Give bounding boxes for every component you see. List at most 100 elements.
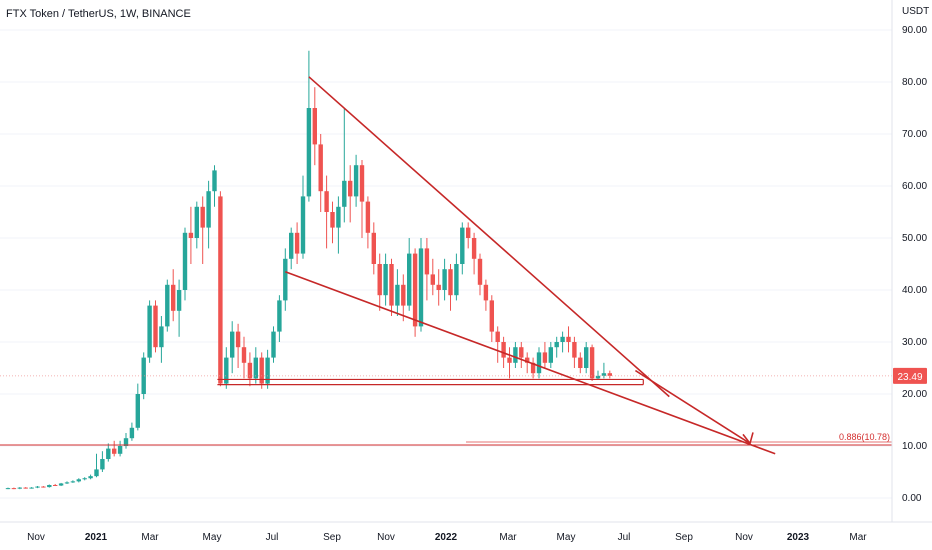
candle-body: [342, 180, 347, 207]
last-price-badge: [893, 367, 927, 384]
candle-body: [589, 347, 595, 379]
candle-body: [47, 485, 52, 488]
candle-body: [194, 206, 199, 238]
candle-body: [271, 331, 276, 358]
y-tick-label: 20.00: [902, 389, 927, 400]
candle-body: [35, 486, 40, 488]
candle-body: [82, 478, 87, 480]
arrow-head: [742, 432, 754, 446]
candle-body: [595, 375, 601, 379]
candle-body: [454, 264, 459, 296]
candle-body: [407, 253, 412, 306]
candle-body: [41, 486, 46, 488]
x-tick-label: Sep: [675, 532, 693, 543]
candle-body: [94, 469, 99, 477]
candle-body: [29, 487, 34, 489]
x-tick-label: Nov: [27, 532, 45, 543]
candle-body: [442, 269, 447, 290]
candles-layer: [5, 50, 612, 490]
candle-body: [395, 284, 400, 306]
candle-body: [507, 357, 512, 363]
candle-body: [153, 305, 158, 348]
candle-body: [548, 347, 553, 363]
candle-body: [135, 394, 140, 428]
x-tick-label: 2021: [85, 532, 108, 543]
candle-body: [448, 269, 453, 296]
candle-body: [224, 357, 229, 384]
candle-body: [70, 481, 76, 483]
candle-body: [389, 264, 394, 306]
annotations-layer: 0.886(10.78): [0, 76, 892, 455]
candle-body: [159, 326, 164, 348]
candle-body: [182, 232, 188, 290]
candle-body: [330, 212, 335, 228]
candle-body: [123, 438, 129, 446]
candle-body: [336, 206, 341, 228]
candle-body: [578, 357, 583, 368]
candle-body: [253, 357, 258, 379]
candle-body: [430, 274, 435, 285]
candle-body: [377, 264, 382, 296]
candle-body: [117, 446, 123, 454]
candle-body: [401, 284, 406, 306]
y-tick-label: 10.00: [902, 441, 927, 452]
candle-body: [371, 232, 376, 264]
x-tick-label: Mar: [499, 532, 517, 543]
candle-body: [64, 482, 70, 484]
candle-body: [412, 253, 418, 327]
candle-body: [601, 373, 607, 376]
candle-body: [247, 362, 253, 379]
x-tick-label: Jul: [266, 532, 279, 543]
y-unit-label: USDT: [902, 6, 929, 17]
candle-body: [418, 248, 424, 327]
candle-body: [312, 108, 317, 145]
candle-body: [525, 357, 530, 363]
candle-body: [318, 144, 323, 192]
x-tick-label: 2023: [787, 532, 810, 543]
candle-body: [88, 476, 93, 479]
candle-body: [483, 284, 489, 301]
x-tick-label: Nov: [735, 532, 753, 543]
arrow-shaft: [634, 369, 751, 445]
candle-body: [501, 342, 506, 358]
candle-body: [513, 347, 518, 363]
lower-trendline: [285, 271, 776, 455]
candle-body: [359, 165, 365, 202]
candle-body: [106, 448, 111, 459]
last-price-label: 23.49: [897, 372, 922, 383]
candle-body: [436, 284, 441, 290]
candle-body: [277, 300, 282, 332]
candle-body: [218, 196, 223, 384]
candle-body: [294, 232, 300, 254]
y-tick-label: 80.00: [902, 77, 927, 88]
candle-body: [424, 248, 430, 275]
candle-body: [566, 336, 571, 342]
y-tick-label: 50.00: [902, 233, 927, 244]
candle-body: [129, 427, 135, 439]
candle-body: [471, 238, 477, 259]
candle-body: [348, 180, 353, 197]
candle-body: [53, 485, 58, 486]
candle-body: [206, 191, 211, 228]
candle-body: [147, 305, 152, 358]
candle-body: [212, 170, 217, 192]
candle-body: [460, 227, 465, 264]
candle-body: [324, 191, 329, 212]
x-tick-label: Sep: [323, 532, 341, 543]
candle-body: [188, 232, 194, 238]
candle-body: [495, 331, 500, 342]
candle-body: [241, 347, 247, 363]
candle-body: [530, 362, 536, 374]
candle-body: [306, 108, 312, 197]
candle-body: [300, 196, 306, 254]
candle-body: [289, 232, 294, 259]
candle-body: [112, 448, 117, 454]
candle-body: [76, 479, 81, 482]
candle-body: [58, 483, 64, 486]
fib-label: 0.886(10.78): [839, 432, 890, 442]
candle-body: [489, 300, 494, 332]
candle-body: [265, 357, 270, 384]
y-tick-label: 0.00: [902, 493, 922, 504]
